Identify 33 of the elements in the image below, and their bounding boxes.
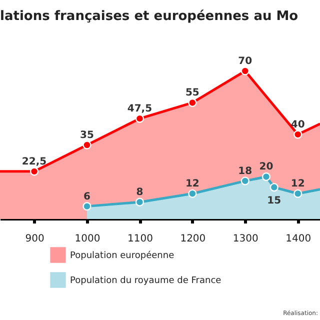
x-tick-label: 1000 [74,234,100,244]
point [240,176,250,186]
data-label: 35 [80,130,94,141]
data-label: 20 [259,162,274,173]
data-label: 15 [267,195,282,206]
data-label: 22,5 [22,156,47,168]
data-label: 40 [290,119,305,130]
point [270,182,278,192]
data-label: 18 [238,166,252,177]
point [82,202,92,211]
legend-label: Population du royaume de France [70,276,222,286]
point [294,189,302,198]
point [30,167,39,176]
data-label: 70 [238,56,252,67]
data-label: 8 [136,187,144,198]
data-label: 12 [185,178,200,190]
x-tick-label: 1200 [180,234,206,244]
point [240,66,250,76]
x-tick-label: 1300 [232,234,258,244]
point [188,189,197,198]
x-tick-label: 1100 [127,234,153,244]
point [135,198,144,206]
x-tick-label: 900 [25,234,44,244]
point [262,172,271,182]
data-label: 55 [185,88,200,99]
point [294,130,302,139]
x-tick-label: 1400 [286,234,312,244]
legend-label: Population européenne [70,250,175,261]
data-label: 6 [84,191,90,202]
data-label: 12 [290,178,305,190]
data-label: 47,5 [127,104,152,115]
point [82,140,92,150]
chart-title: lations françaises et européennes au Mo [0,9,298,24]
